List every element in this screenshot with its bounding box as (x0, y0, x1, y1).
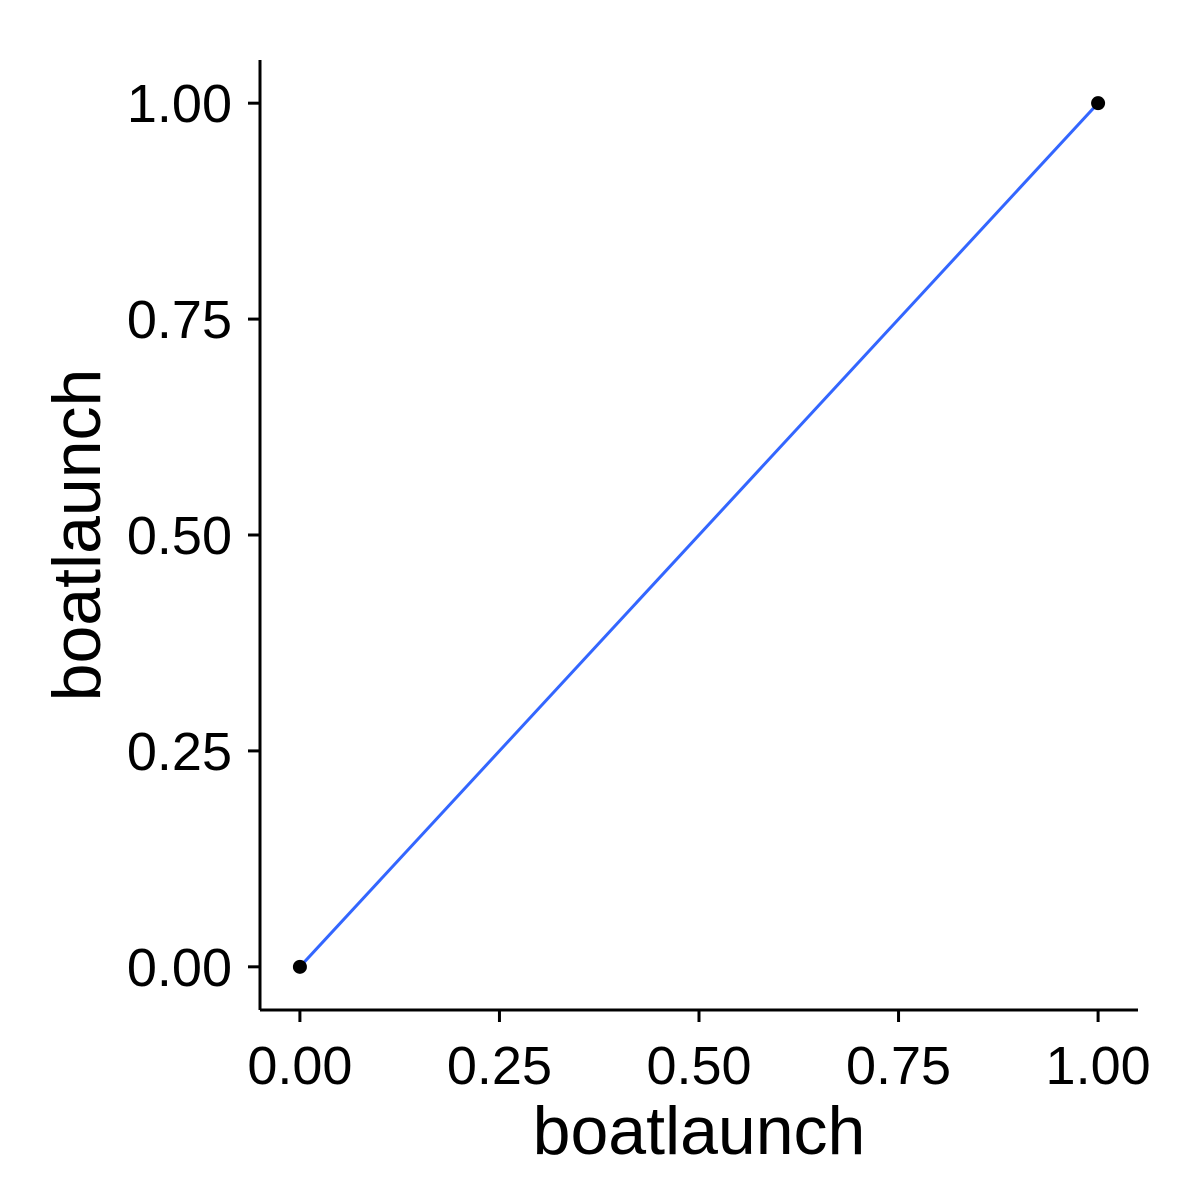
fit-line-layer (298, 102, 1100, 968)
x-tick-label: 0.25 (447, 1036, 552, 1096)
y-tick-label: 0.25 (127, 722, 232, 782)
fit-line (298, 102, 1100, 968)
y-tick-label: 0.75 (127, 290, 232, 350)
y-axis-ticks: 0.00 0.25 0.50 0.75 1.00 (127, 74, 260, 998)
x-tick-label: 0.00 (247, 1036, 352, 1096)
y-tick-label: 0.50 (127, 506, 232, 566)
data-point (1091, 96, 1106, 111)
x-tick-label: 0.75 (846, 1036, 951, 1096)
x-tick-label: 0.50 (646, 1036, 751, 1096)
data-point (292, 959, 307, 974)
x-tick-label: 1.00 (1046, 1036, 1151, 1096)
x-axis-ticks: 0.00 0.25 0.50 0.75 1.00 (247, 1010, 1151, 1096)
y-tick-label: 0.00 (127, 938, 232, 998)
x-axis-title: boatlaunch (533, 1093, 866, 1169)
y-tick-label: 1.00 (127, 74, 232, 134)
y-axis-title: boatlaunch (39, 369, 115, 702)
plot-area: 0.00 0.25 0.50 0.75 1.00 0.00 0.25 0.50 0.75 1.0… (127, 60, 1151, 1096)
points-layer (292, 96, 1106, 974)
